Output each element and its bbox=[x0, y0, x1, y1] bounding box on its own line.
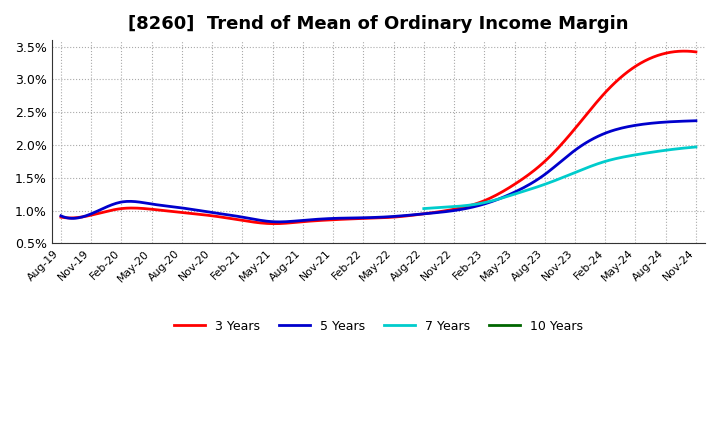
7 Years bbox=[692, 144, 701, 150]
Line: 5 Years: 5 Years bbox=[61, 121, 696, 222]
3 Years bbox=[681, 48, 690, 54]
5 Years bbox=[59, 214, 68, 219]
3 Years bbox=[594, 98, 603, 103]
3 Years bbox=[269, 221, 278, 226]
5 Years bbox=[57, 213, 66, 218]
7 Years bbox=[586, 164, 595, 169]
7 Years bbox=[582, 165, 590, 171]
3 Years bbox=[634, 62, 643, 67]
3 Years bbox=[435, 209, 444, 214]
7 Years bbox=[420, 206, 429, 211]
3 Years bbox=[692, 49, 701, 55]
3 Years bbox=[59, 215, 68, 220]
7 Years bbox=[580, 166, 589, 171]
7 Years bbox=[666, 147, 675, 152]
5 Years bbox=[594, 134, 603, 139]
5 Years bbox=[634, 122, 643, 128]
3 Years bbox=[447, 207, 456, 213]
Line: 3 Years: 3 Years bbox=[61, 51, 696, 224]
3 Years bbox=[57, 214, 66, 220]
5 Years bbox=[437, 209, 446, 215]
5 Years bbox=[275, 219, 284, 224]
7 Years bbox=[420, 206, 428, 211]
5 Years bbox=[435, 210, 444, 215]
Line: 7 Years: 7 Years bbox=[424, 147, 696, 209]
Title: [8260]  Trend of Mean of Ordinary Income Margin: [8260] Trend of Mean of Ordinary Income … bbox=[128, 15, 629, 33]
Legend: 3 Years, 5 Years, 7 Years, 10 Years: 3 Years, 5 Years, 7 Years, 10 Years bbox=[168, 315, 588, 337]
5 Years bbox=[447, 208, 456, 213]
5 Years bbox=[692, 118, 701, 123]
3 Years bbox=[437, 209, 446, 214]
7 Years bbox=[649, 149, 657, 154]
